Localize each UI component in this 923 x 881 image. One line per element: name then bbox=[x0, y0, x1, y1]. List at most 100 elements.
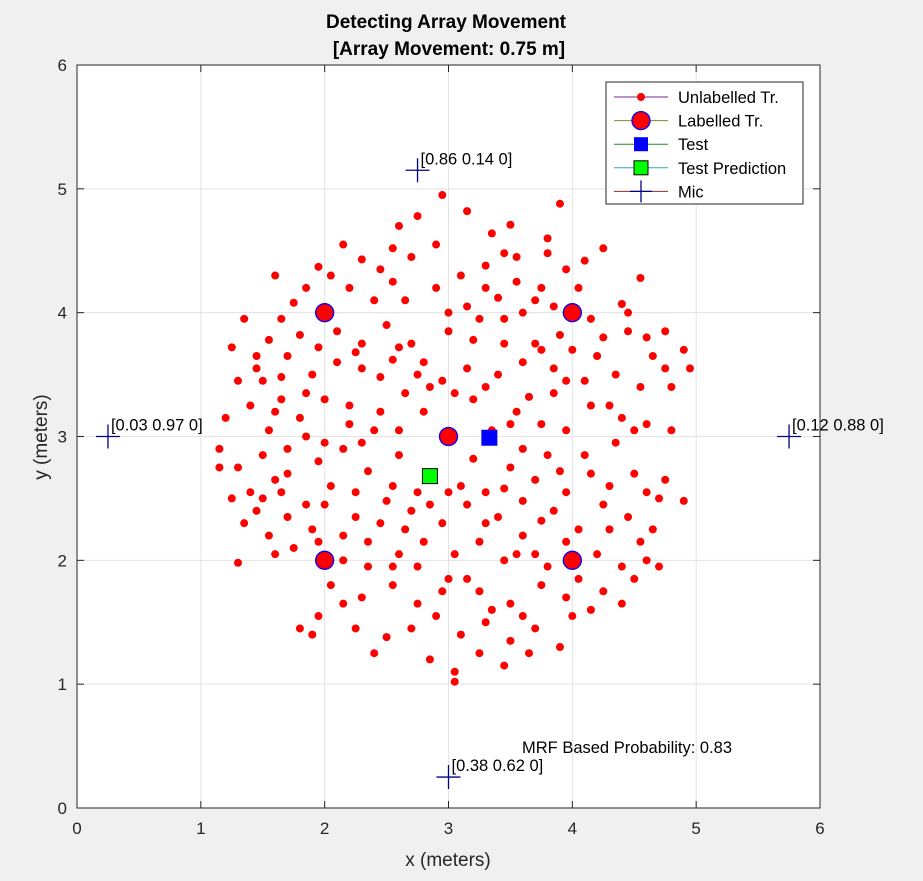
unlabelled-point bbox=[413, 212, 422, 221]
unlabelled-point bbox=[271, 475, 280, 484]
unlabelled-point bbox=[506, 220, 515, 229]
unlabelled-point bbox=[326, 482, 335, 491]
unlabelled-point bbox=[246, 401, 255, 410]
unlabelled-point bbox=[370, 426, 379, 435]
x-tick-label: 4 bbox=[568, 819, 577, 838]
unlabelled-point bbox=[351, 512, 360, 521]
unlabelled-point bbox=[221, 413, 230, 422]
unlabelled-point bbox=[308, 370, 317, 379]
unlabelled-point bbox=[580, 376, 589, 385]
unlabelled-point bbox=[333, 358, 342, 367]
unlabelled-point bbox=[562, 537, 571, 546]
unlabelled-point bbox=[667, 426, 676, 435]
unlabelled-point bbox=[370, 296, 379, 305]
unlabelled-point bbox=[630, 574, 639, 583]
unlabelled-point bbox=[289, 298, 298, 307]
unlabelled-point bbox=[425, 500, 434, 509]
unlabelled-point bbox=[271, 271, 280, 280]
unlabelled-point bbox=[481, 488, 490, 497]
unlabelled-point bbox=[295, 330, 304, 339]
y-tick-label: 3 bbox=[58, 428, 67, 447]
unlabelled-point bbox=[512, 407, 521, 416]
unlabelled-point bbox=[555, 467, 564, 476]
y-tick-label: 5 bbox=[58, 180, 67, 199]
unlabelled-point bbox=[555, 643, 564, 652]
unlabelled-point bbox=[258, 376, 267, 385]
legend-marker-prediction bbox=[633, 160, 649, 176]
unlabelled-point bbox=[407, 252, 416, 261]
unlabelled-point bbox=[432, 283, 441, 292]
unlabelled-point bbox=[357, 364, 366, 373]
mic-point bbox=[405, 158, 430, 183]
unlabelled-point bbox=[345, 401, 354, 410]
unlabelled-point bbox=[308, 525, 317, 534]
unlabelled-point bbox=[679, 345, 688, 354]
unlabelled-point bbox=[295, 624, 304, 633]
x-tick-label: 6 bbox=[815, 819, 824, 838]
unlabelled-point bbox=[456, 271, 465, 280]
unlabelled-point bbox=[481, 382, 490, 391]
legend-label: Unlabelled Tr. bbox=[678, 89, 779, 107]
unlabelled-point bbox=[407, 339, 416, 348]
unlabelled-point bbox=[624, 327, 633, 336]
mic-point bbox=[95, 424, 120, 449]
unlabelled-point bbox=[333, 327, 342, 336]
unlabelled-point bbox=[264, 426, 273, 435]
unlabelled-point bbox=[456, 482, 465, 491]
unlabelled-point bbox=[456, 630, 465, 639]
unlabelled-point bbox=[555, 199, 564, 208]
unlabelled-point bbox=[593, 352, 602, 361]
unlabelled-point bbox=[388, 355, 397, 364]
unlabelled-point bbox=[537, 581, 546, 590]
unlabelled-point bbox=[376, 407, 385, 416]
unlabelled-point bbox=[314, 537, 323, 546]
test-point bbox=[481, 429, 498, 446]
unlabelled-point bbox=[376, 265, 385, 274]
unlabelled-point bbox=[339, 531, 348, 540]
unlabelled-point bbox=[401, 296, 410, 305]
unlabelled-point bbox=[624, 308, 633, 317]
unlabelled-point bbox=[351, 624, 360, 633]
unlabelled-point bbox=[642, 488, 651, 497]
unlabelled-point bbox=[339, 556, 348, 565]
mic-coordinate-label: [0.12 0.88 0] bbox=[792, 417, 884, 435]
unlabelled-point bbox=[394, 343, 403, 352]
unlabelled-point bbox=[339, 240, 348, 249]
unlabelled-point bbox=[215, 444, 224, 453]
unlabelled-point bbox=[543, 562, 552, 571]
unlabelled-point bbox=[364, 467, 373, 476]
unlabelled-point bbox=[481, 283, 490, 292]
unlabelled-point bbox=[326, 271, 335, 280]
unlabelled-point bbox=[549, 364, 558, 373]
unlabelled-point bbox=[518, 531, 527, 540]
unlabelled-point bbox=[345, 283, 354, 292]
unlabelled-point bbox=[599, 587, 608, 596]
unlabelled-point bbox=[506, 599, 515, 608]
unlabelled-point bbox=[283, 469, 292, 478]
unlabelled-point bbox=[593, 550, 602, 559]
x-tick-label: 3 bbox=[444, 819, 453, 838]
unlabelled-point bbox=[444, 574, 453, 583]
unlabelled-point bbox=[661, 475, 670, 484]
unlabelled-point bbox=[568, 612, 577, 621]
unlabelled-point bbox=[320, 438, 329, 447]
unlabelled-point bbox=[388, 562, 397, 571]
unlabelled-point bbox=[531, 475, 540, 484]
unlabelled-point bbox=[302, 432, 311, 441]
unlabelled-point bbox=[568, 345, 577, 354]
unlabelled-point bbox=[320, 395, 329, 404]
y-axis-label: y (meters) bbox=[31, 394, 52, 480]
unlabelled-point bbox=[351, 348, 360, 357]
mic-coordinate-label: [0.03 0.97 0] bbox=[111, 417, 203, 435]
unlabelled-point bbox=[661, 364, 670, 373]
unlabelled-point bbox=[648, 525, 657, 534]
unlabelled-point bbox=[537, 345, 546, 354]
unlabelled-point bbox=[537, 283, 546, 292]
unlabelled-point bbox=[574, 574, 583, 583]
unlabelled-point bbox=[655, 562, 664, 571]
y-tick-label: 4 bbox=[58, 304, 67, 323]
unlabelled-point bbox=[432, 240, 441, 249]
mic-coordinate-label: [0.86 0.14 0] bbox=[421, 150, 513, 168]
unlabelled-point bbox=[233, 558, 242, 567]
labelled-point bbox=[315, 550, 335, 570]
